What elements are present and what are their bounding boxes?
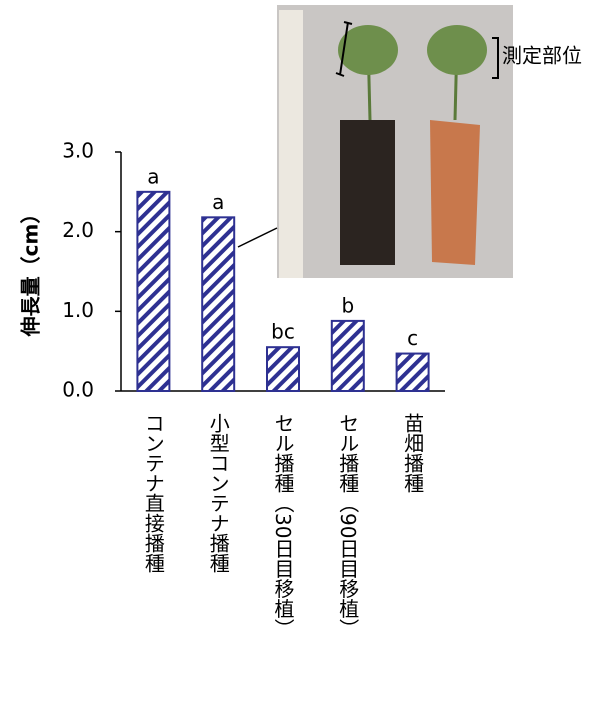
pointer-line [237, 227, 278, 248]
bar [266, 346, 300, 392]
significance-letter: a [212, 190, 224, 214]
bar [136, 190, 171, 392]
photo-annotation: 測定部位 [502, 44, 582, 68]
significance-letter: c [407, 326, 418, 350]
y-tick-label: 1.0 [62, 298, 94, 322]
bar [395, 352, 430, 393]
y-tick-label: 2.0 [62, 218, 94, 242]
y-axis-label: 伸長量（cm） [19, 204, 43, 338]
x-tick-label: コンテナ直接播種 [141, 413, 165, 573]
photo [277, 5, 513, 278]
x-tick-label: セル播種（90日目移植） [336, 413, 360, 638]
bar [201, 216, 236, 392]
significance-letter: bc [271, 320, 295, 344]
x-tick-label: 苗畑播種 [401, 413, 425, 493]
significance-letter: b [341, 293, 354, 317]
x-tick-label: 小型コンテナ播種 [206, 413, 230, 573]
y-tick-label: 0.0 [62, 378, 94, 402]
significance-letter: a [147, 164, 159, 188]
y-tick-label: 3.0 [62, 139, 94, 163]
x-tick-label: セル播種（30日目移植） [271, 413, 295, 638]
bar [330, 319, 365, 393]
